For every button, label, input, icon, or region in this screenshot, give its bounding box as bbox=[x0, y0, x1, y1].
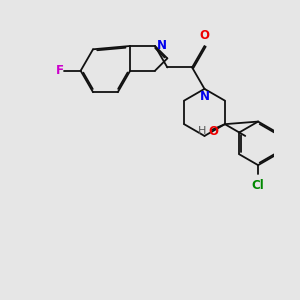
Text: O: O bbox=[208, 125, 218, 138]
Text: H: H bbox=[198, 126, 206, 136]
Text: N: N bbox=[157, 39, 167, 52]
Text: Cl: Cl bbox=[252, 179, 265, 192]
Text: O: O bbox=[200, 29, 209, 42]
Text: F: F bbox=[56, 64, 64, 77]
Text: N: N bbox=[200, 90, 209, 103]
